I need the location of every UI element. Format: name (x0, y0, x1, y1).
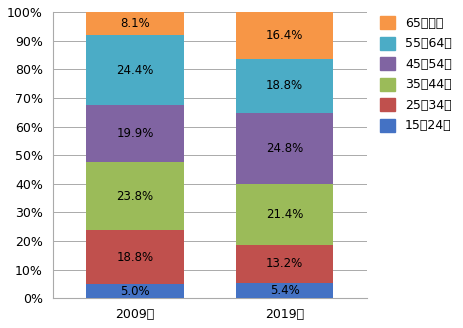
Bar (236, 283, 333, 298)
Text: 18.8%: 18.8% (116, 251, 153, 264)
Bar (86, 35, 183, 105)
Text: 23.8%: 23.8% (116, 190, 153, 203)
Text: 5.0%: 5.0% (120, 285, 150, 298)
Text: 24.4%: 24.4% (116, 64, 154, 76)
Bar (86, 12, 183, 35)
Text: 5.4%: 5.4% (270, 284, 300, 297)
Bar (236, 12, 333, 59)
Text: 21.4%: 21.4% (266, 208, 303, 221)
Text: 18.8%: 18.8% (266, 79, 303, 92)
Bar (236, 59, 333, 113)
Bar (236, 245, 333, 283)
Text: 13.2%: 13.2% (266, 257, 303, 271)
Bar (236, 184, 333, 245)
Text: 19.9%: 19.9% (116, 127, 154, 140)
Legend: 65歳以上, 55～64歳, 45～54歳, 35～44歳, 25～34歳, 15～24歳: 65歳以上, 55～64歳, 45～54歳, 35～44歳, 25～34歳, 1… (376, 12, 456, 136)
Bar (86, 230, 183, 284)
Text: 16.4%: 16.4% (266, 29, 303, 42)
Bar (236, 113, 333, 184)
Text: 24.8%: 24.8% (266, 142, 303, 155)
Text: 8.1%: 8.1% (120, 17, 150, 30)
Bar (86, 105, 183, 162)
Bar (86, 284, 183, 298)
Bar (86, 162, 183, 230)
